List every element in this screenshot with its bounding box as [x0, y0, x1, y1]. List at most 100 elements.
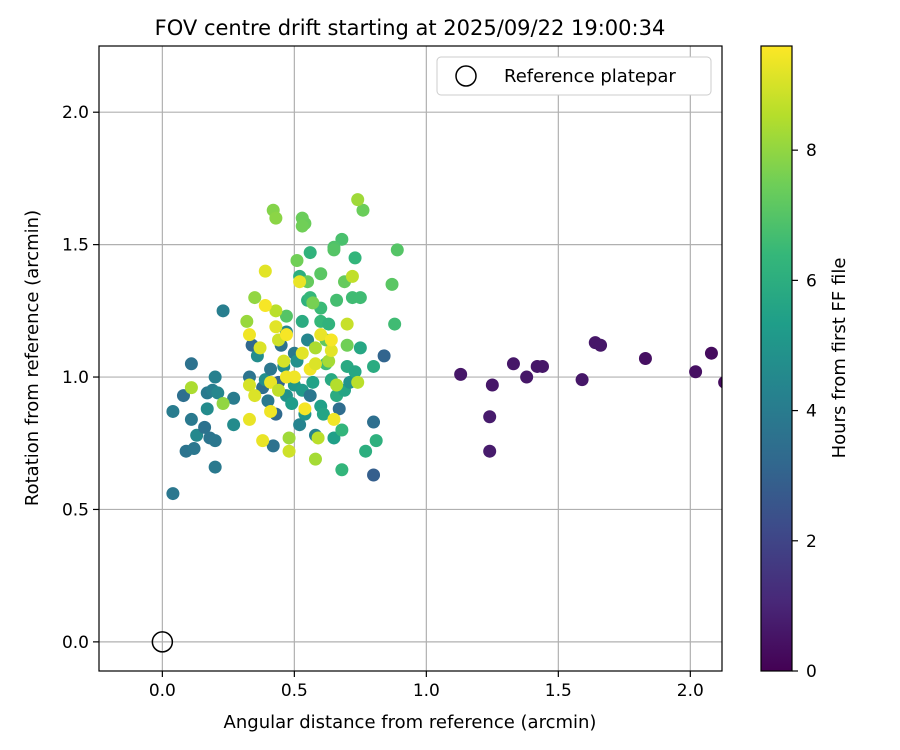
reference-platepar-marker — [151, 631, 174, 653]
colorbar: 0 2 4 6 8 Hours from first FF file — [760, 45, 850, 682]
data-point — [308, 357, 322, 371]
data-point — [248, 291, 262, 305]
data-point — [227, 418, 241, 432]
data-point — [282, 444, 296, 458]
data-point — [327, 243, 341, 257]
data-point — [367, 415, 381, 429]
data-point — [483, 410, 497, 424]
y-axis-ticks: 0.0 0.5 1.0 1.5 2.0 — [62, 103, 99, 653]
data-point — [390, 243, 404, 257]
data-point — [356, 203, 370, 217]
data-point — [324, 344, 338, 358]
data-point — [367, 468, 381, 482]
data-point — [327, 431, 341, 445]
data-point — [269, 211, 283, 225]
data-point — [335, 232, 349, 246]
data-point — [520, 370, 534, 384]
data-point — [208, 434, 222, 448]
data-point — [314, 267, 328, 281]
data-point — [293, 418, 307, 432]
data-point — [184, 381, 198, 395]
data-point — [306, 296, 320, 310]
data-point — [184, 412, 198, 426]
x-tick-label: 1.5 — [545, 681, 572, 701]
data-point — [277, 354, 291, 368]
data-point — [314, 328, 328, 342]
data-point — [227, 391, 241, 405]
legend-marker — [455, 65, 477, 87]
data-point — [285, 397, 299, 411]
data-point — [345, 269, 359, 283]
x-tick-label: 2.0 — [677, 681, 704, 701]
data-point — [718, 376, 722, 389]
data-point — [340, 317, 354, 331]
data-point — [330, 378, 344, 392]
data-point — [327, 412, 341, 426]
data-point — [216, 397, 230, 411]
data-point — [351, 193, 365, 207]
data-point — [248, 389, 262, 403]
data-point — [348, 365, 362, 379]
data-point — [369, 434, 383, 448]
data-point — [264, 375, 278, 389]
x-tick-label: 1.0 — [413, 681, 440, 701]
data-point — [295, 314, 309, 328]
data-point — [258, 299, 272, 313]
x-axis-ticks: 0.0 0.5 1.0 1.5 2.0 — [149, 671, 704, 701]
data-point — [340, 338, 354, 352]
y-tick-label: 1.0 — [62, 368, 89, 388]
data-point — [483, 444, 497, 458]
data-point — [256, 434, 270, 448]
y-tick-label: 2.0 — [62, 103, 89, 123]
colorbar-tick-label: 6 — [806, 271, 817, 291]
data-point — [272, 383, 286, 397]
data-point — [279, 328, 293, 342]
data-point — [335, 463, 349, 477]
colorbar-tick-label: 2 — [806, 532, 817, 552]
data-point — [594, 338, 608, 352]
data-point — [351, 375, 365, 389]
colorbar-tick-label: 0 — [806, 662, 817, 682]
scatter-points — [166, 193, 722, 501]
data-point — [335, 423, 349, 437]
data-point — [269, 304, 283, 318]
data-point — [264, 404, 278, 418]
data-point — [208, 460, 222, 474]
data-point — [353, 341, 367, 355]
data-point — [287, 370, 301, 384]
plot-area: 0.0 0.5 1.0 1.5 2.0 0.0 0.5 1.0 1.5 2.0 — [62, 45, 723, 701]
legend-box — [436, 56, 712, 96]
data-point — [332, 402, 346, 416]
data-point — [242, 328, 256, 342]
x-tick-label: 0.0 — [149, 681, 176, 701]
legend-entry: Reference platepar — [504, 66, 676, 87]
data-point — [190, 428, 204, 442]
data-point — [216, 304, 230, 318]
colorbar-tick-label: 8 — [806, 141, 817, 161]
data-point — [253, 341, 267, 355]
data-point — [298, 402, 312, 416]
data-point — [575, 373, 589, 387]
data-point — [308, 452, 322, 466]
data-point — [689, 365, 703, 379]
data-point — [264, 362, 278, 376]
colorbar-gradient — [760, 45, 793, 672]
x-axis-label: Angular distance from reference (arcmin) — [224, 712, 597, 733]
data-point — [166, 487, 180, 501]
chart-title: FOV centre drift starting at 2025/09/22 … — [155, 16, 666, 40]
data-point — [293, 275, 307, 289]
y-tick-label: 1.5 — [62, 236, 89, 256]
data-point — [322, 317, 336, 331]
data-point — [322, 354, 336, 368]
data-point — [198, 420, 212, 434]
data-point — [242, 412, 256, 426]
data-point — [324, 333, 338, 347]
data-point — [187, 442, 201, 456]
data-point — [303, 389, 317, 403]
data-point — [200, 402, 214, 416]
data-point — [330, 293, 344, 307]
data-point — [301, 333, 315, 347]
data-point — [261, 394, 275, 408]
data-point — [348, 251, 362, 265]
